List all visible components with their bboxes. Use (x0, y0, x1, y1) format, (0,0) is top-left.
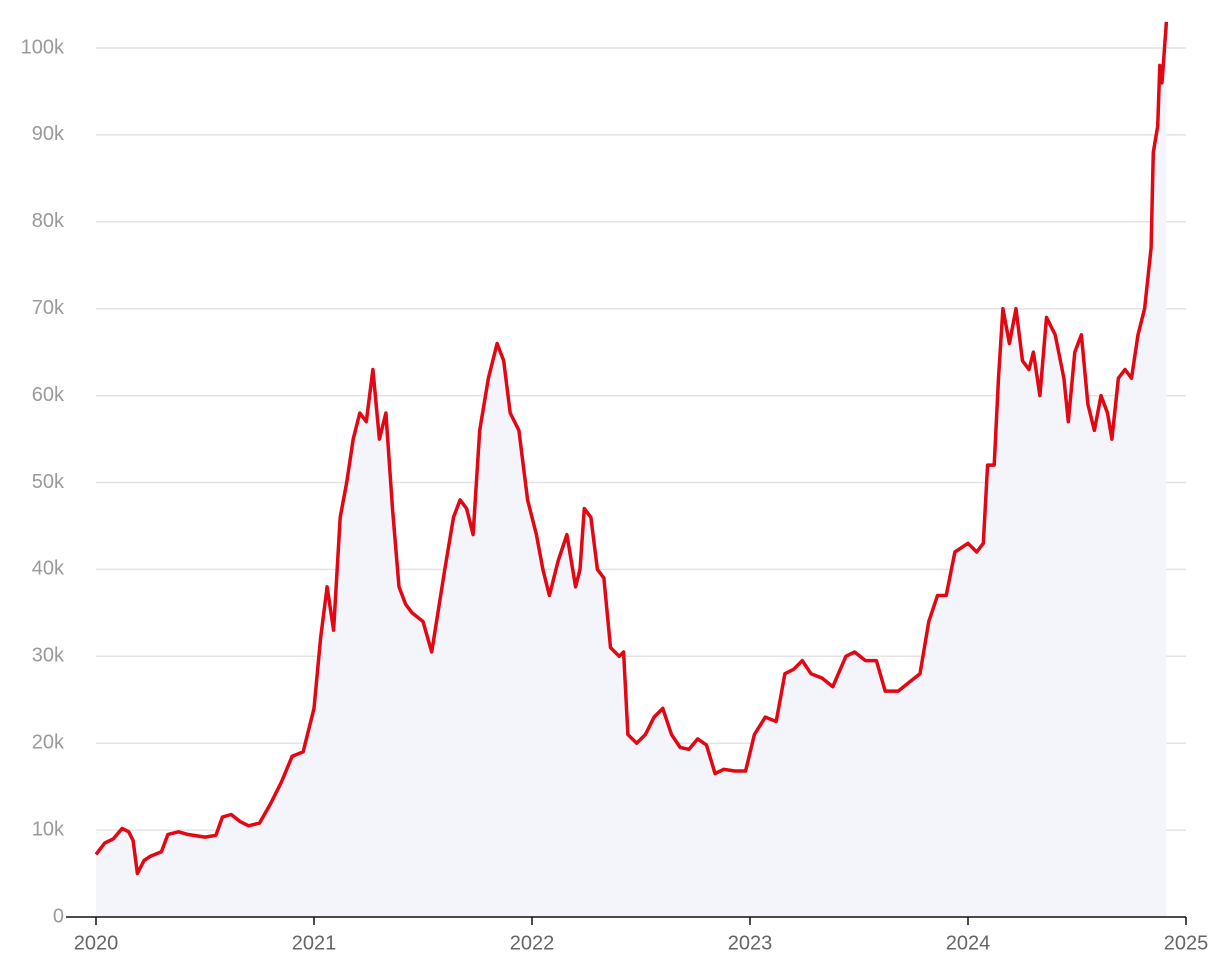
y-tick-label: 80k (32, 210, 65, 232)
y-tick-label: 50k (32, 471, 65, 493)
y-tick-label: 70k (32, 297, 65, 319)
y-tick-label: 30k (32, 645, 65, 667)
y-tick-label: 10k (32, 818, 65, 840)
x-tick-label: 2020 (74, 932, 119, 954)
y-tick-label: 100k (21, 36, 65, 58)
x-tick-label: 2025 (1164, 932, 1209, 954)
x-tick-label: 2023 (728, 932, 773, 954)
y-tick-label: 40k (32, 558, 65, 580)
y-tick-label: 0 (53, 905, 64, 927)
y-tick-label: 20k (32, 731, 65, 753)
area (96, 21, 1167, 917)
x-tick-label: 2021 (292, 932, 337, 954)
y-tick-label: 60k (32, 384, 65, 406)
x-tick-label: 2024 (946, 932, 991, 954)
x-tick-label: 2022 (510, 932, 555, 954)
y-tick-label: 90k (32, 123, 65, 145)
line (94, 21, 1169, 876)
